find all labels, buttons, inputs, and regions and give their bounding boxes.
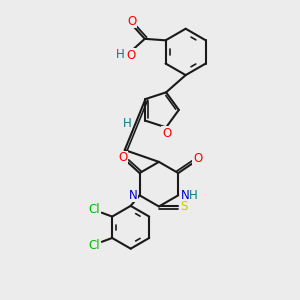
Text: O: O [126, 49, 135, 62]
Text: S: S [180, 200, 187, 213]
Text: O: O [162, 127, 171, 140]
Text: O: O [118, 152, 128, 164]
Text: O: O [193, 152, 202, 165]
Text: Cl: Cl [88, 203, 100, 216]
Text: O: O [128, 14, 136, 28]
Text: Cl: Cl [88, 238, 100, 252]
Text: N: N [129, 189, 137, 202]
Text: H: H [122, 116, 131, 130]
Text: H: H [189, 189, 198, 202]
Text: H: H [116, 48, 124, 62]
Text: N: N [180, 189, 189, 202]
